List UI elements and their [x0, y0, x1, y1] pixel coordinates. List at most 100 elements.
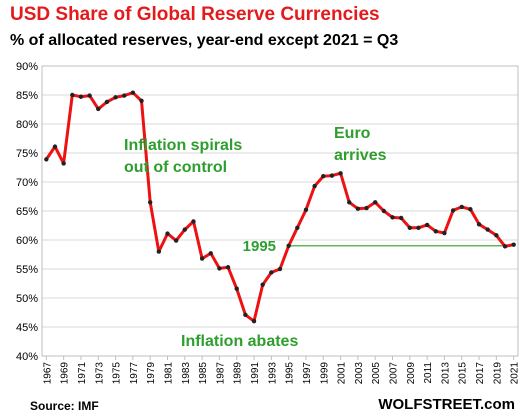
data-point [424, 222, 430, 228]
x-tick-label: 1975 [112, 362, 123, 385]
y-tick-label: 85% [16, 90, 38, 102]
data-point [78, 94, 84, 99]
reference-line-label: 1995 [243, 238, 276, 255]
x-tick-label: 1971 [77, 362, 88, 385]
x-tick-label: 1973 [94, 362, 105, 385]
data-point [416, 225, 421, 231]
series-line-usd-share [44, 91, 516, 323]
x-tick-label: 2013 [440, 362, 451, 385]
data-point [459, 204, 464, 210]
data-point [251, 319, 257, 324]
data-point [225, 265, 231, 270]
y-tick-label: 40% [16, 351, 38, 363]
annotation-label: arrives [334, 147, 387, 164]
x-tick-label: 1967 [42, 362, 53, 385]
data-point [113, 95, 118, 100]
x-tick-label: 1997 [302, 362, 313, 385]
x-tick-label: 1987 [215, 362, 226, 385]
data-point [485, 227, 490, 232]
data-point [381, 208, 387, 214]
data-point [468, 207, 473, 212]
x-tick-label: 1983 [181, 362, 192, 385]
x-tick-label: 1985 [198, 362, 209, 385]
data-point [329, 173, 335, 178]
data-point [199, 256, 205, 261]
data-point [321, 174, 326, 179]
y-tick-label: 45% [16, 322, 38, 334]
x-tick-label: 1991 [250, 362, 261, 385]
annotation-label: out of control [124, 159, 227, 176]
data-point [450, 208, 456, 213]
data-point [87, 93, 92, 98]
data-point [173, 238, 179, 243]
x-tick-label: 1993 [267, 362, 278, 385]
y-tick-label: 50% [16, 293, 38, 305]
data-point [303, 207, 309, 213]
annotation-label: Inflation abates [181, 333, 298, 350]
data-point [260, 282, 265, 287]
x-tick-label: 2017 [475, 362, 486, 385]
x-tick-label: 2001 [337, 362, 348, 385]
plot-border [41, 65, 519, 357]
data-point [355, 206, 361, 211]
data-point [182, 227, 187, 232]
data-point [442, 230, 447, 236]
y-tick-label: 75% [16, 148, 38, 160]
data-point [347, 200, 352, 205]
data-point [208, 251, 213, 256]
data-point [476, 222, 482, 227]
data-point [269, 270, 274, 275]
data-point [156, 249, 162, 254]
data-point [338, 171, 343, 176]
data-point [61, 161, 66, 166]
y-tick-label: 60% [16, 235, 38, 247]
x-tick-label: 2021 [510, 362, 521, 385]
x-tick-label: 2011 [423, 362, 434, 384]
chart-title: USD Share of Global Reserve Currencies [10, 4, 380, 25]
data-point [44, 157, 49, 162]
x-tick-label: 2005 [371, 362, 382, 385]
x-tick-label: 1999 [319, 362, 330, 385]
data-point [217, 266, 222, 271]
data-point [130, 90, 136, 95]
y-tick-label: 70% [16, 177, 38, 189]
y-tick-label: 80% [16, 119, 38, 131]
x-tick-label: 1989 [233, 362, 244, 385]
x-tick-label: 2007 [389, 362, 400, 385]
data-point [139, 98, 144, 104]
x-tick-label: 1979 [146, 362, 157, 385]
data-point [104, 99, 110, 105]
data-point [295, 225, 300, 231]
annotation-label: Euro [334, 125, 371, 142]
x-tick-label: 1981 [163, 362, 174, 385]
x-tick-label: 2019 [492, 362, 503, 385]
data-point [373, 200, 378, 205]
x-tick-label: 2003 [354, 362, 365, 385]
data-point [191, 219, 196, 224]
data-point [70, 92, 75, 98]
chart-subtitle: % of allocated reserves, year-end except… [10, 32, 399, 49]
data-point [165, 231, 170, 236]
data-point [494, 233, 499, 238]
data-point [398, 215, 404, 221]
data-point [390, 215, 395, 220]
data-point [122, 93, 127, 98]
x-tick-label: 1977 [129, 362, 140, 385]
x-tick-label: 2009 [406, 362, 417, 385]
data-point [511, 242, 516, 247]
data-point [243, 312, 248, 318]
y-tick-label: 55% [16, 264, 38, 276]
x-tick-label: 1995 [285, 362, 296, 385]
source-note: Source: IMF [30, 399, 99, 413]
x-tick-label: 1969 [60, 362, 71, 385]
data-point [52, 144, 58, 149]
data-point [433, 229, 438, 234]
data-point [364, 205, 369, 211]
y-tick-label: 65% [16, 206, 38, 218]
data-point [277, 266, 283, 272]
y-tick-label: 90% [16, 61, 38, 73]
data-point [312, 183, 317, 189]
x-tick-label: 2015 [458, 362, 469, 385]
